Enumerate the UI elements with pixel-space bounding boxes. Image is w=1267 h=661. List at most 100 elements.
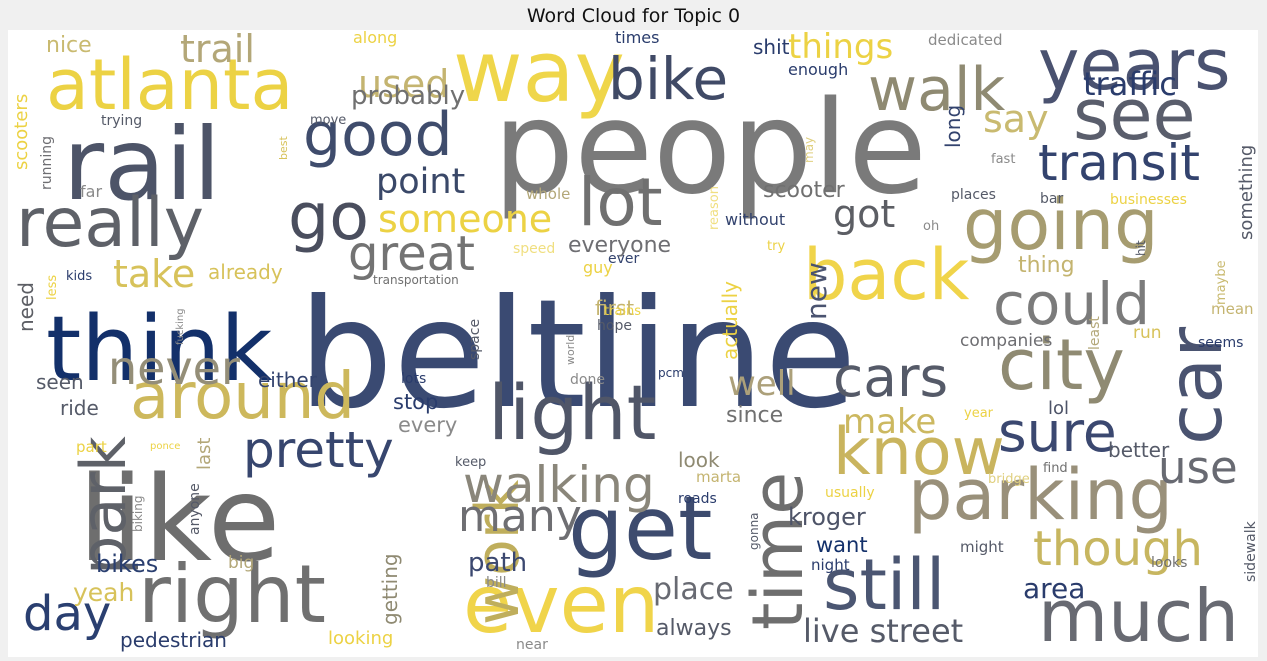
- word-night: night: [811, 556, 850, 574]
- word-times: times: [615, 30, 660, 47]
- word-bike: bike: [608, 45, 729, 113]
- word-reason: reason: [707, 186, 722, 230]
- word-places: places: [951, 187, 996, 203]
- word-make: make: [843, 402, 937, 442]
- word-whole: whole: [526, 185, 571, 203]
- word-back: back: [803, 234, 970, 316]
- word-thing: thing: [1018, 253, 1075, 278]
- word-still: still: [823, 544, 946, 626]
- word-trying: trying: [101, 113, 143, 129]
- word-part: part: [76, 438, 107, 456]
- word-probably: probably: [351, 81, 466, 111]
- word-without: without: [725, 210, 786, 229]
- word-mean: mean: [1211, 300, 1254, 318]
- word-see: see: [1073, 74, 1196, 156]
- word-new: new: [800, 262, 833, 320]
- word-roads: roads: [678, 491, 717, 507]
- word-bill: bill: [486, 575, 507, 591]
- word-way: way: [453, 30, 625, 122]
- word-better: better: [1108, 438, 1170, 462]
- word-use: use: [1158, 441, 1238, 494]
- word-world: world: [564, 334, 577, 365]
- word-maybe: maybe: [1214, 260, 1229, 305]
- word-bikes: bikes: [96, 550, 159, 578]
- word-great: great: [348, 226, 475, 282]
- word-pretty: pretty: [243, 421, 394, 479]
- word-cars: cars: [833, 345, 949, 409]
- word-nice: nice: [46, 33, 92, 58]
- word-dedicated: dedicated: [928, 31, 1003, 49]
- word-speed: speed: [513, 241, 556, 257]
- word-ponce: ponce: [150, 441, 181, 452]
- word-never: never: [108, 341, 240, 395]
- word-space: space: [467, 318, 483, 360]
- word-move: move: [310, 113, 347, 128]
- word-usually: usually: [825, 485, 875, 501]
- word-keep: keep: [455, 455, 487, 470]
- word-walk: walk: [868, 55, 1006, 125]
- word-used: used: [358, 62, 450, 106]
- word-city: city: [998, 324, 1125, 406]
- word-live-street: live street: [803, 612, 964, 650]
- word-hope: hope: [597, 318, 632, 334]
- word-trains: trains: [604, 304, 642, 319]
- word-atlanta: atlanta: [46, 44, 294, 126]
- word-sidewalk: sidewalk: [1243, 521, 1258, 582]
- word-bridge: bridge: [988, 472, 1030, 487]
- word-traffic: traffic: [1083, 65, 1177, 103]
- word-people: people: [493, 74, 927, 223]
- word-really: really: [16, 184, 204, 263]
- word-point: point: [376, 162, 466, 202]
- word-kroger: kroger: [788, 503, 866, 531]
- word-much: much: [1038, 574, 1239, 657]
- word-stop: stop: [393, 390, 439, 414]
- word-beltline: beltline: [298, 268, 857, 442]
- word-trail: trail: [180, 30, 255, 71]
- word-transit: transit: [1038, 134, 1201, 192]
- word-already: already: [208, 260, 283, 284]
- word-walking: walking: [463, 456, 655, 514]
- word-least: least: [1087, 316, 1103, 350]
- word-day: day: [23, 586, 112, 642]
- word-fast: fast: [991, 152, 1016, 167]
- word-oh: oh: [923, 219, 940, 234]
- word-something: something: [1236, 144, 1257, 240]
- word-far: far: [80, 182, 103, 201]
- word-take: take: [113, 252, 196, 296]
- word-path: path: [468, 548, 528, 578]
- word-pcm: pcm: [658, 366, 684, 380]
- word-year: year: [964, 406, 994, 421]
- word-know: know: [833, 415, 1005, 490]
- word-lots: lots: [401, 371, 427, 387]
- word-actually: actually: [718, 281, 742, 360]
- word-get: get: [568, 477, 713, 580]
- word-look: look: [678, 448, 720, 472]
- word-marta: marta: [696, 468, 742, 486]
- word-area: area: [1023, 572, 1086, 605]
- word-like: like: [78, 450, 281, 588]
- word-gonna: gonna: [747, 512, 761, 550]
- word-always: always: [656, 616, 732, 641]
- word-bar: bar: [1040, 191, 1064, 207]
- word-want: want: [816, 533, 868, 557]
- word-may: may: [802, 136, 816, 163]
- word-try: try: [767, 239, 786, 254]
- word-scooter: scooter: [763, 178, 845, 203]
- word-shit: shit: [753, 35, 790, 59]
- word-though: though: [1033, 521, 1203, 577]
- word-businesses: businesses: [1110, 192, 1187, 208]
- word-running: running: [39, 135, 55, 190]
- word-light: light: [488, 368, 657, 457]
- word-first: first: [595, 296, 635, 320]
- word-best: best: [277, 136, 290, 160]
- word-hit: hit: [1134, 240, 1148, 256]
- word-every: every: [398, 413, 458, 437]
- word-scooters: scooters: [11, 93, 32, 170]
- word-cloud: beltline people like rail think way atlanta yea…: [8, 30, 1258, 657]
- word-done: done: [570, 372, 605, 388]
- word-many: many: [458, 491, 582, 542]
- word-around: around: [130, 360, 356, 434]
- word-lot: lot: [578, 164, 663, 241]
- word-going: going: [963, 184, 1159, 266]
- word-got: got: [833, 192, 896, 236]
